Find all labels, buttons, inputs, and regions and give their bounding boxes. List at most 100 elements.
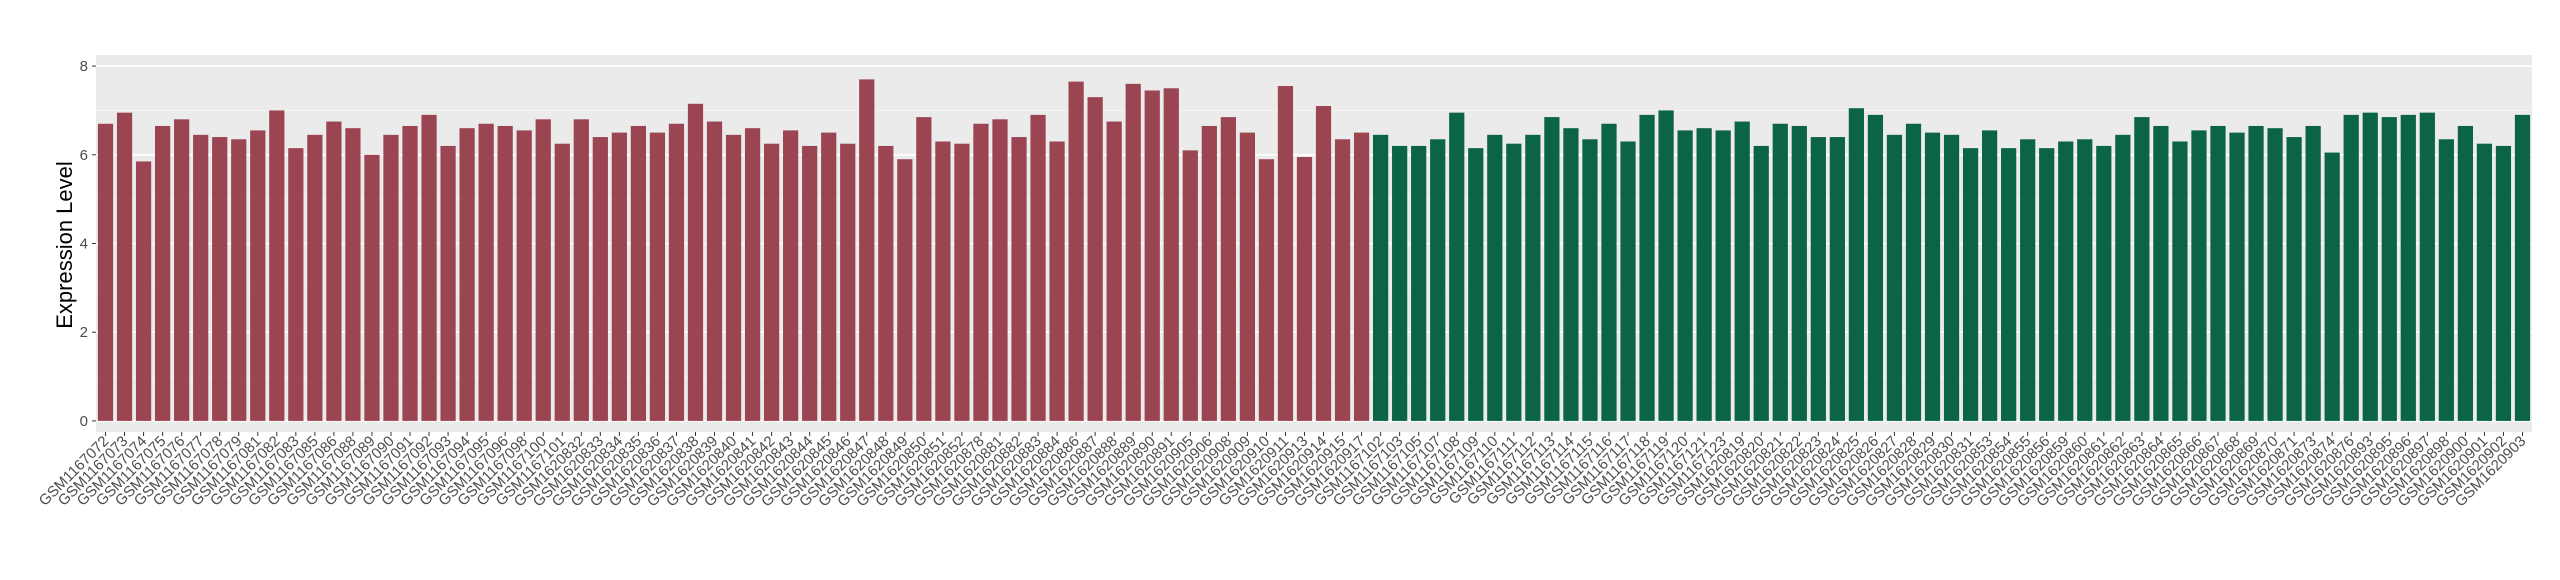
bar <box>649 132 666 421</box>
bar <box>592 137 608 421</box>
bar <box>1049 141 1065 421</box>
bar <box>231 139 247 421</box>
bar <box>763 143 780 421</box>
bar <box>1068 81 1084 421</box>
bar <box>1753 145 1769 421</box>
bar <box>97 123 114 421</box>
bar <box>2096 145 2112 421</box>
bar <box>1087 97 1103 421</box>
bar <box>1715 130 1731 421</box>
bar <box>1696 128 1712 421</box>
bar <box>1943 134 1960 421</box>
bar <box>573 119 589 421</box>
bar <box>135 161 152 421</box>
bar <box>1411 145 1427 421</box>
bar <box>2267 128 2283 421</box>
bar <box>1372 134 1389 421</box>
bar <box>440 145 456 421</box>
bar <box>554 143 570 421</box>
y-tick-label: 6 <box>80 147 88 164</box>
y-tick-label: 4 <box>80 236 88 253</box>
bar <box>2077 139 2093 421</box>
bar <box>2286 137 2302 421</box>
bar <box>2153 125 2169 421</box>
bar <box>307 134 323 421</box>
bar <box>2229 132 2245 421</box>
bar <box>1620 141 1636 421</box>
bar <box>1315 106 1332 421</box>
bar <box>2381 117 2397 421</box>
bar <box>154 125 171 421</box>
bar <box>1125 83 1141 421</box>
bar <box>1258 159 1275 421</box>
y-axis-label: Expression Level <box>52 161 77 329</box>
bar <box>2438 139 2454 421</box>
bar <box>345 128 361 421</box>
bar <box>193 134 209 421</box>
bar <box>1601 123 1617 421</box>
bar <box>2020 139 2036 421</box>
bar <box>1924 132 1941 421</box>
bar <box>1201 125 1217 421</box>
bar <box>1011 137 1027 421</box>
bar <box>1639 114 1655 421</box>
bar <box>1886 134 1903 421</box>
bar <box>364 154 380 421</box>
bar <box>725 134 742 421</box>
bar <box>459 128 475 421</box>
bar <box>535 119 551 421</box>
bar <box>497 125 513 421</box>
bar <box>2115 134 2131 421</box>
bar <box>1563 128 1579 421</box>
bar <box>783 130 799 421</box>
bar <box>1030 114 1046 421</box>
bar <box>1677 130 1693 421</box>
bar <box>478 123 494 421</box>
bar <box>859 79 875 421</box>
bar <box>2362 112 2378 421</box>
bar <box>1867 114 1884 421</box>
bar <box>2476 143 2493 421</box>
bar <box>878 145 894 421</box>
bar <box>2419 112 2435 421</box>
bar <box>1468 148 1484 421</box>
bar <box>1487 134 1503 421</box>
bar <box>668 123 685 421</box>
bar <box>2305 125 2321 421</box>
bar <box>1106 121 1122 421</box>
bar <box>2457 125 2474 421</box>
bar <box>1905 123 1922 421</box>
bar <box>611 132 627 421</box>
bar <box>1392 145 1408 421</box>
y-tick-label: 2 <box>80 324 88 341</box>
bar <box>2495 145 2512 421</box>
bar <box>992 119 1008 421</box>
bar <box>2324 152 2340 421</box>
bar <box>1848 108 1865 421</box>
bar <box>421 114 437 421</box>
bar <box>1734 121 1750 421</box>
bar <box>1525 134 1541 421</box>
bar <box>1981 130 1998 421</box>
bar <box>516 130 532 421</box>
bar <box>1791 125 1807 421</box>
bar <box>1296 157 1313 421</box>
bar <box>2248 125 2264 421</box>
bar <box>2172 141 2188 421</box>
bar <box>1658 110 1674 421</box>
bar <box>250 130 266 421</box>
bar <box>1544 117 1560 421</box>
bar <box>1772 123 1788 421</box>
bar <box>1810 137 1826 421</box>
bar <box>288 148 304 421</box>
y-tick-label: 0 <box>80 413 88 430</box>
bar <box>1220 117 1236 421</box>
bar <box>630 125 647 421</box>
bar <box>706 121 723 421</box>
bar <box>840 143 856 421</box>
bar <box>2058 141 2074 421</box>
bar <box>897 159 913 421</box>
bar <box>954 143 970 421</box>
